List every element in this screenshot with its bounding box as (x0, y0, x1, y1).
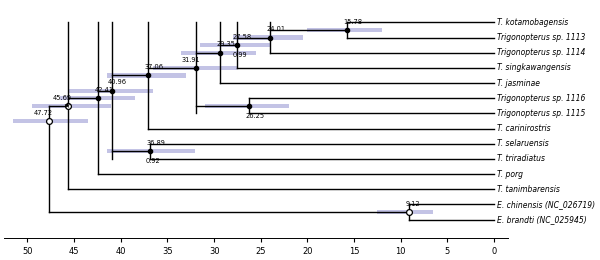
Text: Trigonopterus sp. 1116: Trigonopterus sp. 1116 (497, 94, 585, 103)
Text: Trigonopterus sp. 1113: Trigonopterus sp. 1113 (497, 33, 585, 42)
Text: 26.25: 26.25 (245, 113, 265, 119)
Bar (200, 43, 270, 47)
Bar (70, 88, 154, 93)
Text: 31.91: 31.91 (181, 57, 200, 63)
Bar (233, 35, 303, 40)
Text: 37.06: 37.06 (145, 64, 164, 70)
Text: 36.89: 36.89 (146, 140, 165, 146)
Bar (377, 210, 433, 214)
Bar (307, 28, 382, 32)
Text: T. carinirostris: T. carinirostris (497, 124, 550, 133)
Text: T. triradiatus: T. triradiatus (497, 154, 545, 164)
Bar (181, 51, 256, 55)
Text: 29.35: 29.35 (217, 41, 235, 47)
Text: Trigonopterus sp. 1115: Trigonopterus sp. 1115 (497, 109, 585, 118)
Text: T. singkawangensis: T. singkawangensis (497, 63, 571, 72)
Text: Trigonopterus sp. 1114: Trigonopterus sp. 1114 (497, 48, 585, 57)
Text: T. selaruensis: T. selaruensis (497, 139, 548, 148)
Text: T. kotamobagensis: T. kotamobagensis (497, 18, 568, 27)
Text: T. porg: T. porg (497, 170, 523, 179)
Text: 15.78: 15.78 (343, 19, 362, 25)
Text: 42.41: 42.41 (95, 87, 113, 93)
Text: 27.58: 27.58 (233, 34, 252, 40)
Text: 47.72: 47.72 (34, 110, 53, 116)
Text: 0.92: 0.92 (146, 158, 161, 164)
Text: 0.99: 0.99 (233, 52, 248, 58)
Bar (60, 96, 135, 100)
Text: E. brandti (NC_025945): E. brandti (NC_025945) (497, 215, 587, 224)
Text: ★: ★ (63, 101, 70, 109)
Text: 9.12: 9.12 (405, 201, 420, 207)
Bar (107, 73, 186, 77)
Text: T. jasminae: T. jasminae (497, 79, 540, 88)
Text: T. tanimbarensis: T. tanimbarensis (497, 185, 560, 194)
Bar (154, 66, 238, 70)
Text: 45.69: 45.69 (52, 94, 71, 101)
Text: 24.01: 24.01 (266, 26, 285, 32)
Bar (13, 119, 88, 123)
Text: E. chinensis (NC_026719): E. chinensis (NC_026719) (497, 200, 595, 209)
Bar (107, 149, 196, 153)
Bar (32, 104, 112, 108)
Text: 40.96: 40.96 (108, 79, 127, 85)
Bar (205, 104, 289, 108)
